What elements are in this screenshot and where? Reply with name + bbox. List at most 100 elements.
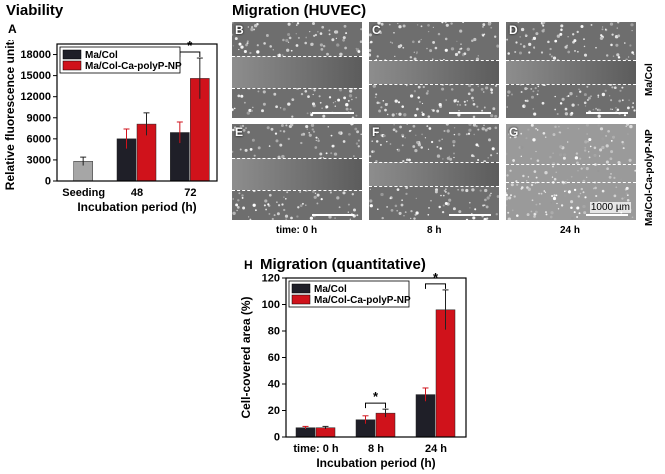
cell-speck xyxy=(477,85,479,87)
cell-speck xyxy=(494,35,497,38)
cell-speck xyxy=(237,127,239,129)
cell-speck xyxy=(526,99,529,103)
significance-bracket xyxy=(425,283,446,289)
cell-speck xyxy=(555,171,557,174)
cell-speck xyxy=(414,148,418,153)
cell-speck xyxy=(343,24,347,28)
cell-speck xyxy=(271,217,274,220)
cell-speck xyxy=(421,113,425,116)
cell-speck xyxy=(241,124,245,128)
gap-edge-top xyxy=(232,56,362,57)
scale-bar xyxy=(449,112,491,114)
bar xyxy=(295,427,316,438)
cell-speck xyxy=(601,189,605,193)
cell-speck xyxy=(399,125,402,129)
viability-header: Viability xyxy=(6,2,64,19)
cell-speck xyxy=(242,206,246,210)
cell-speck xyxy=(343,96,346,100)
cell-speck xyxy=(446,156,450,160)
cell-speck xyxy=(570,111,574,115)
significance-star: * xyxy=(187,40,193,53)
cell-speck xyxy=(556,202,558,205)
cell-speck xyxy=(287,137,290,141)
cell-speck xyxy=(570,175,573,178)
cell-speck xyxy=(396,188,400,191)
cell-speck xyxy=(506,204,508,207)
cell-speck xyxy=(331,38,335,42)
cell-speck xyxy=(535,203,538,206)
micrograph-f: F xyxy=(369,124,499,220)
cell-speck xyxy=(283,196,285,198)
cell-speck xyxy=(534,87,537,90)
cell-speck xyxy=(244,101,246,104)
cell-speck xyxy=(267,203,270,206)
cell-speck xyxy=(378,30,382,33)
cell-speck xyxy=(515,180,518,183)
cell-speck xyxy=(232,45,235,47)
cell-speck xyxy=(610,99,613,102)
cell-speck xyxy=(415,52,418,55)
cell-speck xyxy=(290,216,293,220)
x-tick-label: Seeding xyxy=(62,187,105,199)
cell-speck xyxy=(279,129,282,133)
cell-speck xyxy=(401,105,404,108)
cell-speck xyxy=(319,43,323,47)
cell-speck xyxy=(253,28,256,31)
cell-speck xyxy=(268,193,272,197)
gap-edge-top xyxy=(506,60,636,61)
cell-speck xyxy=(310,124,315,127)
cell-speck xyxy=(412,40,415,44)
cell-speck xyxy=(507,90,511,94)
cell-speck xyxy=(566,178,569,181)
row-label-ma-col-ca: Ma/Col-Ca-polyP-NP xyxy=(644,129,655,226)
cell-speck xyxy=(355,96,358,99)
cell-speck xyxy=(561,97,565,101)
cell-speck xyxy=(477,128,480,131)
cell-speck xyxy=(301,202,304,205)
cell-speck xyxy=(534,210,538,214)
cell-speck xyxy=(419,101,421,103)
cell-speck xyxy=(461,188,464,192)
cell-speck xyxy=(532,36,537,41)
cell-speck xyxy=(428,207,430,209)
cell-speck xyxy=(308,133,312,137)
cell-speck xyxy=(250,25,254,29)
cell-speck xyxy=(633,109,636,112)
cell-speck xyxy=(276,201,278,203)
cell-speck xyxy=(380,106,383,109)
cell-speck xyxy=(617,56,621,59)
cell-speck xyxy=(283,208,286,212)
cell-speck xyxy=(284,197,287,200)
cell-speck xyxy=(285,124,288,127)
cell-speck xyxy=(369,53,372,57)
cell-speck xyxy=(556,113,559,115)
cell-speck xyxy=(427,23,430,27)
cell-speck xyxy=(482,26,484,28)
cell-speck xyxy=(519,36,521,38)
cell-speck xyxy=(475,57,480,61)
cell-speck xyxy=(615,186,618,189)
cell-speck xyxy=(522,45,526,48)
y-axis-label: Relative fluorescence units xyxy=(3,40,17,190)
cell-speck xyxy=(232,198,234,200)
cell-speck xyxy=(401,135,404,138)
y-tick-label: 15000 xyxy=(20,70,51,82)
cell-speck xyxy=(389,143,392,145)
cell-speck xyxy=(553,177,557,181)
cell-speck xyxy=(268,145,271,147)
cell-speck xyxy=(317,139,320,143)
cell-speck xyxy=(580,187,583,191)
cell-speck xyxy=(616,27,619,29)
cell-speck xyxy=(567,141,569,143)
cell-speck xyxy=(281,54,284,57)
cell-speck xyxy=(430,140,434,144)
cell-texture xyxy=(369,22,499,118)
cell-speck xyxy=(274,132,278,135)
cell-speck xyxy=(354,127,358,131)
cell-speck xyxy=(310,42,314,46)
cell-speck xyxy=(414,113,418,117)
cell-speck xyxy=(369,199,373,203)
panel-letter: B xyxy=(235,23,244,37)
legend-label: Ma/Col-Ca-polyP-NP xyxy=(314,295,411,306)
cell-speck xyxy=(427,30,430,33)
